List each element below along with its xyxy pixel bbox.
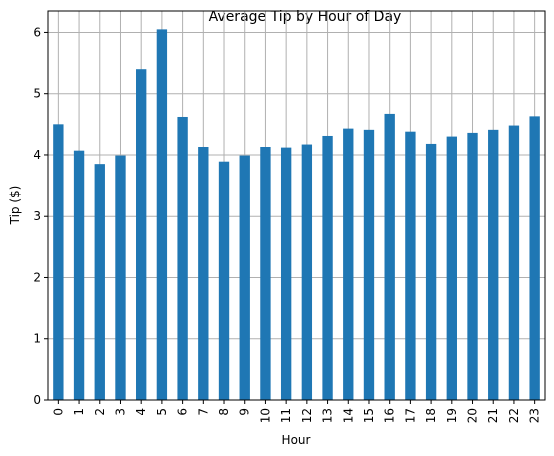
- x-axis: 0 1 2 3 4 5 6 7 8 9 10 11 12 13 14 15 16 17 18 19 20 21 22 23: [51, 400, 542, 423]
- bar-hour-12: [301, 144, 313, 400]
- bar-hour-21: [488, 129, 499, 400]
- x-tick-label: 22: [507, 408, 521, 423]
- bar-hour-10: [260, 146, 271, 400]
- x-tick-label: 17: [403, 408, 417, 423]
- bar-hour-20: [467, 132, 478, 400]
- x-tick-label: 1: [72, 408, 86, 416]
- x-tick-label: 11: [279, 408, 293, 423]
- bar-hour-15: [363, 129, 375, 400]
- bar-hour-6: [177, 116, 188, 401]
- x-tick-label: 12: [300, 408, 314, 423]
- bars: [53, 29, 540, 401]
- bar-hour-1: [73, 150, 85, 400]
- bar-hour-19: [446, 136, 457, 400]
- x-tick-label: 13: [321, 408, 335, 423]
- bar-hour-3: [115, 155, 126, 400]
- bar-hour-11: [280, 147, 292, 400]
- bar-hour-17: [405, 131, 416, 400]
- x-tick-label: 9: [238, 408, 252, 416]
- x-tick-label: 2: [93, 408, 107, 416]
- y-tick-label: 5: [33, 87, 41, 101]
- x-tick-label: 6: [176, 408, 190, 416]
- bar-hour-22: [508, 125, 520, 400]
- x-tick-label: 16: [383, 408, 397, 423]
- y-tick-label: 3: [33, 209, 41, 223]
- x-tick-label: 14: [341, 408, 355, 423]
- x-tick-label: 18: [424, 408, 438, 423]
- y-axis: 0 1 2 3 4 5 6: [33, 25, 48, 407]
- y-tick-label: 0: [33, 393, 41, 407]
- bar-hour-4: [136, 69, 147, 401]
- bar-hour-7: [198, 146, 209, 400]
- bar-hour-0: [53, 124, 64, 400]
- x-tick-label: 4: [134, 408, 148, 416]
- x-tick-label: 20: [466, 408, 480, 423]
- y-axis-label: Tip ($): [8, 186, 22, 226]
- bar-hour-18: [425, 143, 437, 401]
- plot-frame: [47, 10, 546, 401]
- x-tick-label: 21: [486, 408, 500, 423]
- x-tick-label: 0: [51, 408, 65, 416]
- bar-hour-13: [322, 135, 333, 400]
- x-tick-label: 3: [113, 408, 127, 416]
- x-tick-label: 7: [196, 408, 210, 416]
- bar-hour-16: [384, 113, 395, 400]
- y-tick-label: 1: [33, 332, 41, 346]
- bar-hour-14: [343, 128, 354, 400]
- bar-hour-2: [94, 164, 105, 400]
- bar-hour-9: [239, 155, 250, 400]
- x-tick-label: 15: [362, 408, 376, 423]
- bar-hour-23: [529, 116, 540, 400]
- y-tick-label: 2: [33, 270, 41, 284]
- x-axis-label: Hour: [282, 433, 311, 447]
- x-tick-label: 23: [528, 408, 542, 423]
- bar-hour-5: [156, 29, 168, 400]
- chart-title: Average Tip by Hour of Day: [209, 9, 402, 25]
- x-tick-label: 19: [445, 408, 459, 423]
- x-tick-label: 8: [217, 408, 231, 416]
- x-tick-label: 10: [258, 408, 272, 423]
- y-tick-label: 6: [33, 25, 41, 39]
- bar-hour-8: [218, 161, 230, 400]
- y-tick-label: 4: [33, 148, 41, 162]
- x-tick-label: 5: [155, 408, 169, 416]
